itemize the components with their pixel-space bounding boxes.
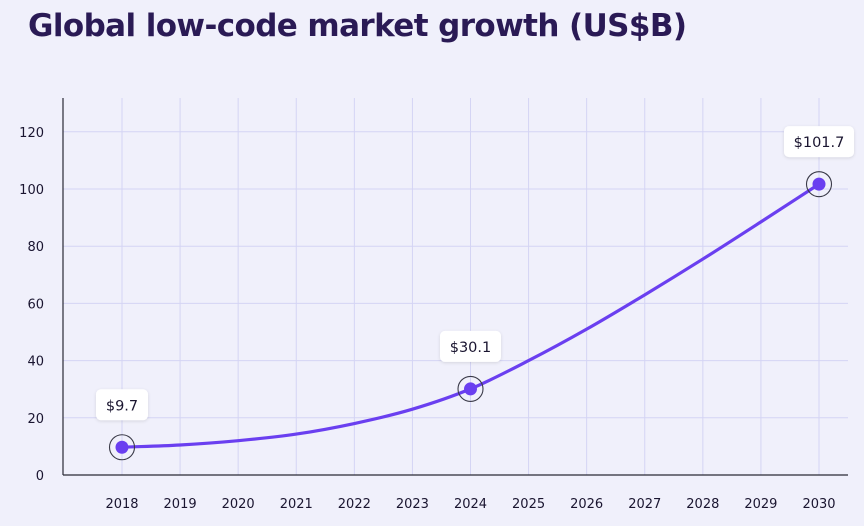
- y-tick-label: 20: [27, 412, 44, 427]
- y-tick-label: 120: [19, 126, 44, 141]
- x-tick-label: 2019: [164, 497, 197, 512]
- data-point: [115, 440, 129, 454]
- data-label: $30.1: [450, 340, 492, 356]
- data-label: $9.7: [106, 398, 138, 414]
- y-tick-label: 0: [36, 469, 44, 484]
- data-point: [812, 177, 826, 191]
- x-tick-label: 2020: [222, 497, 255, 512]
- x-tick-label: 2030: [802, 497, 835, 512]
- x-tick-label: 2018: [105, 497, 138, 512]
- y-tick-label: 60: [27, 297, 44, 312]
- y-tick-label: 100: [19, 183, 44, 198]
- highlight-ring: [457, 375, 484, 402]
- x-tick-label: 2025: [512, 497, 545, 512]
- x-tick-label: 2028: [686, 497, 719, 512]
- x-tick-label: 2027: [628, 497, 661, 512]
- x-tick-label: 2029: [744, 497, 777, 512]
- data-label: $101.7: [794, 135, 845, 151]
- y-tick-label: 40: [27, 355, 44, 370]
- highlight-ring: [108, 434, 136, 461]
- y-tick-label: 80: [27, 240, 44, 255]
- highlight-ring: [805, 171, 833, 198]
- horizontal-gridlines: [63, 131, 848, 419]
- x-tick-label: 2022: [338, 497, 371, 512]
- series-line: [120, 182, 821, 449]
- axes: [62, 98, 848, 476]
- data-point: [464, 382, 477, 396]
- highlight-markers: [108, 171, 833, 461]
- callout-box: [784, 126, 854, 158]
- x-tick-label: 2023: [396, 497, 429, 512]
- callout-box: [440, 330, 501, 362]
- series-line-group: [120, 182, 821, 449]
- callout-box: [96, 389, 148, 421]
- data-callouts: $9.7 $30.1 $101.7: [96, 126, 854, 421]
- x-axis-tick-labels: 2018 2019 2020 2021 2022 2023 2024 2025 2026 2027…: [105, 497, 835, 512]
- y-axis-tick-labels: 0 20 40 60 80 100 120: [19, 126, 44, 484]
- vertical-gridlines: [121, 98, 820, 475]
- chart-title: Global low-code market growth (US$B): [28, 8, 687, 44]
- x-tick-label: 2024: [454, 497, 487, 512]
- x-tick-label: 2021: [280, 497, 313, 512]
- x-tick-label: 2026: [570, 497, 603, 512]
